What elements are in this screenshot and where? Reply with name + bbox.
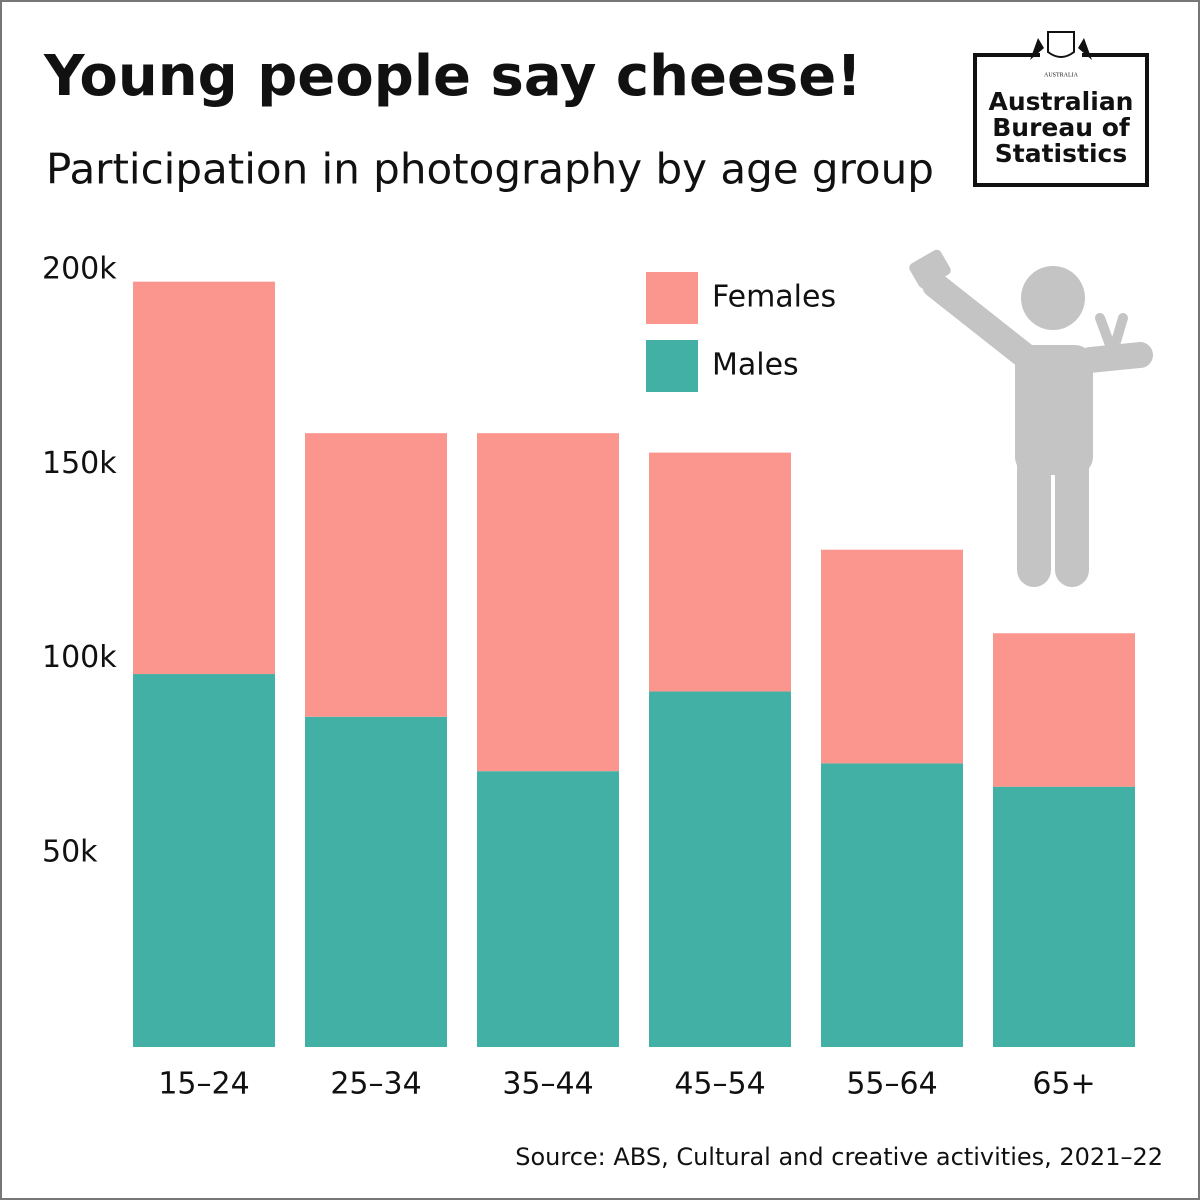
x-tick-label: 45–54 xyxy=(674,1067,765,1102)
logo-text: Bureau of xyxy=(992,113,1131,142)
y-tick-label: 100k xyxy=(42,640,117,675)
bar-segment xyxy=(821,763,963,1047)
bar-segment xyxy=(305,433,447,717)
bar-segment xyxy=(133,281,275,675)
crest-supporters xyxy=(1030,38,1092,60)
y-tick-label: 150k xyxy=(42,446,117,481)
legend-swatch xyxy=(646,340,698,392)
crest-text: AUSTRALIA xyxy=(1044,72,1079,78)
x-tick-label: 55–64 xyxy=(846,1067,937,1102)
legend-label: Females xyxy=(712,280,836,315)
x-tick-label: 35–44 xyxy=(502,1067,593,1102)
y-tick-label: 50k xyxy=(42,834,98,869)
bar-segment xyxy=(305,716,447,1047)
logo-text: Australian xyxy=(989,87,1134,116)
bar-segment xyxy=(133,674,275,1047)
bar-segment xyxy=(993,633,1135,787)
crest-shield xyxy=(1047,31,1075,58)
source-note: Source: ABS, Cultural and creative activ… xyxy=(515,1143,1163,1171)
bar-segment xyxy=(477,771,619,1047)
logo: AUSTRALIA Australian Bureau of Statistic… xyxy=(973,25,1149,187)
x-tick-label: 15–24 xyxy=(158,1067,249,1102)
bar-segment xyxy=(821,549,963,764)
logo-text: Statistics xyxy=(995,139,1127,168)
selfie-figure xyxy=(909,249,1153,587)
logo-box xyxy=(973,53,1149,187)
bar-segment xyxy=(993,786,1135,1047)
chart-subtitle: Participation in photography by age grou… xyxy=(46,145,934,194)
x-tick-label: 25–34 xyxy=(330,1067,421,1102)
bar-segment xyxy=(649,452,791,692)
x-tick-label: 65+ xyxy=(1032,1067,1095,1102)
y-tick-label: 200k xyxy=(42,252,117,287)
legend-label: Males xyxy=(712,348,799,383)
chart-title: Young people say cheese! xyxy=(43,44,862,109)
bar-segment xyxy=(649,691,791,1047)
bar-segment xyxy=(477,433,619,772)
legend-swatch xyxy=(646,272,698,324)
